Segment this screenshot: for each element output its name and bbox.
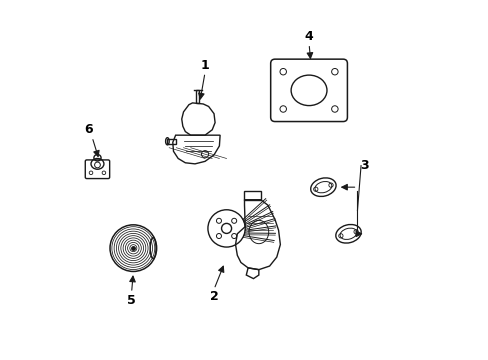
Text: 2: 2 <box>209 290 218 303</box>
Text: 6: 6 <box>84 123 93 136</box>
Text: 4: 4 <box>304 30 313 43</box>
Text: 5: 5 <box>127 294 136 307</box>
Text: 3: 3 <box>360 159 368 172</box>
Text: 1: 1 <box>200 59 209 72</box>
